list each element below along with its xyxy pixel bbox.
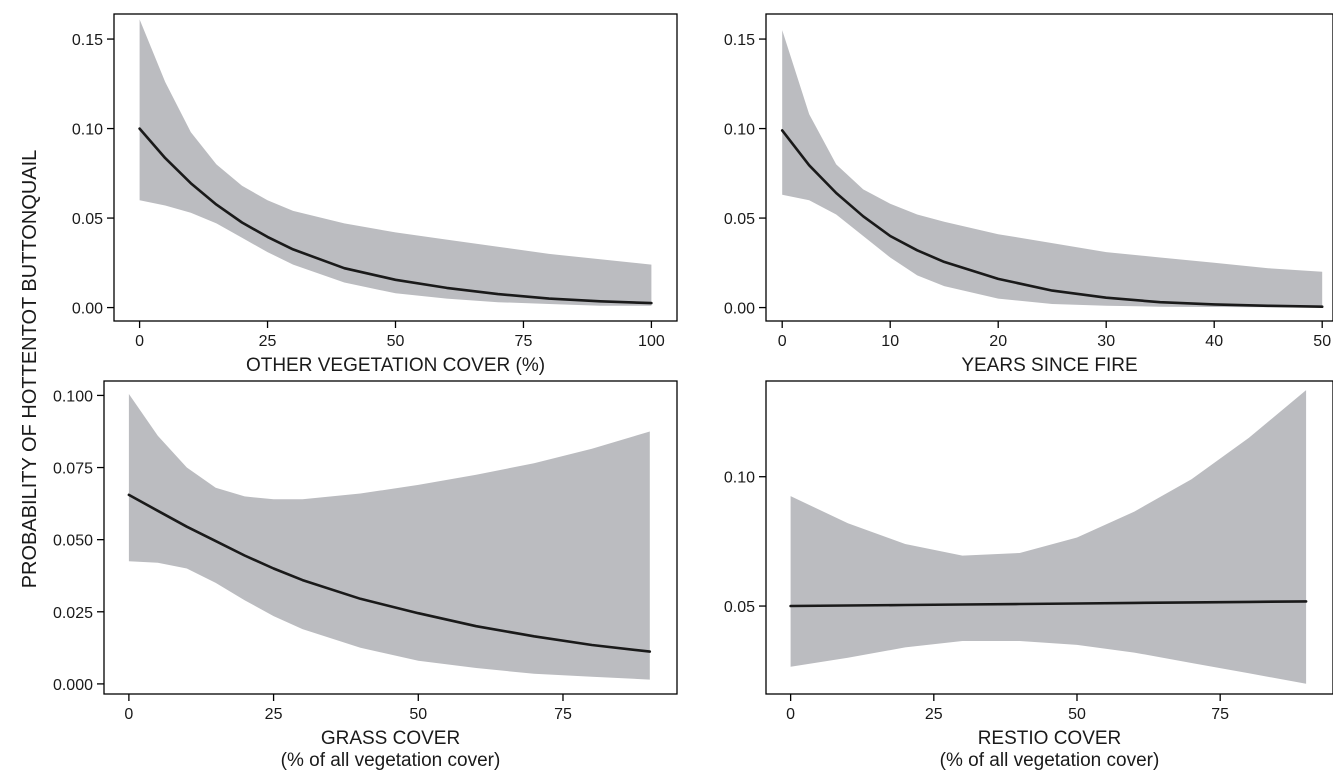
y-tick-label: 0.00	[72, 301, 103, 318]
x-tick-label: 0	[124, 706, 133, 723]
x-axis-label: OTHER VEGETATION COVER (%)	[246, 355, 545, 376]
panel-4: 0 25 50 75 0.05 0.10 RESTIO COVER(% of all veg…	[724, 380, 1333, 771]
fitted-line	[789, 600, 1308, 608]
x-tick-label: 100	[638, 333, 665, 350]
y-tick-label: 0.075	[53, 461, 93, 478]
x-axis-label: (% of all vegetation cover)	[281, 750, 501, 771]
y-tick-label: 0.100	[53, 388, 93, 405]
x-tick-label: 0	[786, 706, 795, 723]
x-axis-label: RESTIO COVER	[978, 728, 1122, 749]
confidence-band	[790, 390, 1307, 684]
confidence-band	[128, 394, 650, 680]
confidence-band	[782, 30, 1323, 308]
panel-2: 0 10 20 30 40 50 0.00 0.05 0.10 0.15 YEARS SINCE F…	[724, 13, 1333, 376]
y-tick-label: 0.05	[724, 211, 755, 228]
x-tick-label: 0	[778, 333, 787, 350]
shared-y-axis-label: PROBABILITY OF HOTTENTOT BUTTONQUAIL	[19, 150, 41, 589]
fitted-line	[138, 127, 653, 305]
y-tick-label: 0.05	[724, 599, 755, 616]
plot-frame	[765, 380, 1333, 695]
x-tick-label: 50	[1313, 333, 1331, 350]
plot-frame	[103, 380, 678, 695]
y-tick-label: 0.10	[72, 122, 103, 139]
x-tick-label: 0	[135, 333, 144, 350]
panel-3: 0 25 50 75 0.000 0.025 0.050 0.075 0.100 GRASS CO…	[53, 380, 678, 771]
fitted-line	[127, 493, 652, 653]
x-tick-label: 20	[989, 333, 1007, 350]
x-tick-label: 25	[259, 333, 277, 350]
x-axis-label: YEARS SINCE FIRE	[961, 355, 1137, 376]
x-tick-label: 75	[515, 333, 533, 350]
confidence-band	[139, 19, 652, 306]
y-tick-label: 0.000	[53, 677, 93, 694]
x-tick-label: 10	[881, 333, 899, 350]
y-tick-label: 0.10	[724, 470, 755, 487]
y-tick-label: 0.15	[724, 32, 755, 49]
x-axis-label: GRASS COVER	[321, 728, 460, 749]
x-tick-label: 75	[554, 706, 572, 723]
x-tick-label: 50	[1068, 706, 1086, 723]
x-tick-label: 25	[925, 706, 943, 723]
x-tick-label: 25	[265, 706, 283, 723]
y-tick-label: 0.10	[724, 122, 755, 139]
y-tick-label: 0.00	[724, 301, 755, 318]
x-axis-label: (% of all vegetation cover)	[940, 750, 1160, 771]
y-tick-label: 0.025	[53, 605, 93, 622]
x-tick-label: 50	[409, 706, 427, 723]
y-tick-label: 0.05	[72, 211, 103, 228]
x-tick-label: 50	[387, 333, 405, 350]
x-tick-label: 40	[1205, 333, 1223, 350]
y-tick-label: 0.050	[53, 533, 93, 550]
plot-frame	[765, 13, 1333, 322]
panel-1: 0 25 50 75 100 0.00 0.05 0.10 0.15 OTHER VEGETATI…	[72, 13, 678, 376]
x-tick-label: 75	[1211, 706, 1229, 723]
y-tick-label: 0.15	[72, 32, 103, 49]
fitted-line	[780, 129, 1324, 309]
x-tick-label: 30	[1097, 333, 1115, 350]
